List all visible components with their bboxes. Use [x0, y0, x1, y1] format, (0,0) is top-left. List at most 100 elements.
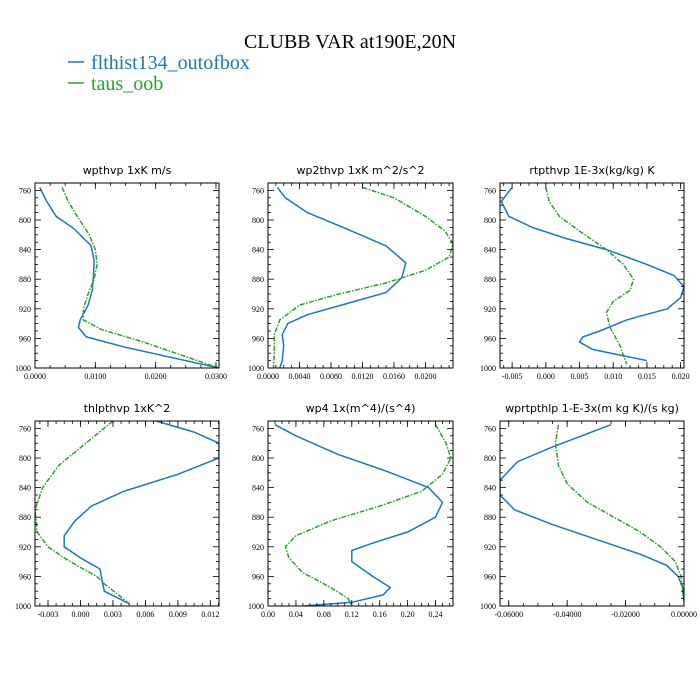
- x-tick-label: 0.0200: [414, 372, 436, 381]
- series-line-flthist134: [39, 187, 219, 368]
- x-tick-label: 0.0120: [351, 372, 373, 381]
- plot-frame: [267, 182, 454, 369]
- y-tick-label: 800: [19, 454, 31, 463]
- y-tick-label: 840: [19, 484, 31, 493]
- y-tick-label: 760: [19, 424, 31, 433]
- series-line-taus-oob: [545, 187, 635, 365]
- y-tick-label: 800: [252, 216, 264, 225]
- y-tick-label: 880: [19, 275, 31, 284]
- y-tick-label: 800: [252, 454, 264, 463]
- y-tick-label: 880: [252, 513, 264, 522]
- panel-title: thlpthvp 1xK^2: [84, 402, 171, 415]
- panel-4: thlpthvp 1xK^2 -0.003 0.000 0.003 0.006 0.009…: [15, 402, 220, 619]
- series-line-flthist134: [274, 424, 444, 606]
- y-tick-label: 920: [484, 305, 496, 314]
- plot-frame: [34, 182, 220, 369]
- x-tick-label: 0.005: [571, 372, 589, 381]
- panel-2: wp2thvp 1xK m^2/s^2 0.0000 0.0040 0.0080 0.0…: [248, 164, 454, 381]
- x-tick-label: 0.0000: [24, 372, 46, 381]
- panels-group: wpthvp 1xK m/s 0.0000 0.0100 0.0200 0.0300 76…: [15, 164, 697, 619]
- y-tick-label: 760: [252, 186, 264, 195]
- panel-5: wp4 1x(m^4)/(s^4) 0.00 0.04 0.08 0.12 0.16 0.2…: [248, 402, 454, 619]
- series-line-taus-oob: [61, 187, 219, 368]
- x-tick-label: 0.20: [401, 610, 415, 619]
- x-tick-label: 0.0080: [320, 372, 342, 381]
- y-tick-label: 920: [252, 305, 264, 314]
- legend-label-flthist134: flthist134_outofbox: [91, 52, 250, 74]
- x-tick-label: -0.06000: [494, 610, 523, 619]
- y-tick-label: 760: [19, 186, 31, 195]
- x-tick-label: 0.16: [373, 610, 387, 619]
- y-tick-label: 1000: [480, 364, 496, 373]
- y-tick-label: 960: [19, 572, 31, 581]
- y-tick-label: 840: [484, 246, 496, 255]
- x-tick-label: -0.04000: [553, 610, 582, 619]
- series-line-flthist134: [276, 186, 407, 368]
- x-tick-label: 0.003: [104, 610, 122, 619]
- y-tick-label: 880: [252, 275, 264, 284]
- x-tick-label: 0.12: [345, 610, 359, 619]
- legend: flthist134_outofbox taus_oob: [68, 52, 250, 95]
- x-tick-label: -0.005: [502, 372, 523, 381]
- panel-title: wprtpthlp 1-E-3x(m kg K)/(s kg): [505, 402, 679, 415]
- y-tick-label: 880: [484, 275, 496, 284]
- x-tick-label: 0.020: [672, 372, 690, 381]
- series-line-flthist134: [500, 423, 684, 603]
- x-tick-label: 0.009: [169, 610, 187, 619]
- series-line-taus-oob: [284, 424, 452, 606]
- panel-title: wpthvp 1xK m/s: [83, 164, 172, 177]
- y-tick-label: 920: [19, 543, 31, 552]
- y-tick-label: 1000: [15, 364, 31, 373]
- x-tick-label: 0.012: [201, 610, 219, 619]
- y-tick-label: 840: [484, 484, 496, 493]
- x-tick-label: -0.02000: [611, 610, 640, 619]
- plot-frame: [499, 182, 685, 369]
- x-tick-label: 0.0000: [257, 372, 279, 381]
- y-tick-label: 1000: [480, 602, 496, 611]
- x-tick-label: 0.04: [289, 610, 303, 619]
- y-tick-label: 920: [484, 543, 496, 552]
- x-tick-label: 0.0200: [145, 372, 167, 381]
- x-tick-label: 0.006: [136, 610, 154, 619]
- series-line-taus-oob: [272, 186, 453, 368]
- y-tick-label: 960: [252, 334, 264, 343]
- y-tick-label: 1000: [248, 364, 264, 373]
- x-tick-label: 0.000: [71, 610, 89, 619]
- panel-1: wpthvp 1xK m/s 0.0000 0.0100 0.0200 0.0300 76…: [15, 164, 227, 381]
- legend-label-taus-oob: taus_oob: [91, 73, 163, 95]
- panel-3: rtpthvp 1E-3x(kg/kg) K -0.005 0.000 0.005 0.…: [480, 164, 690, 381]
- plot-frame: [267, 420, 454, 607]
- x-tick-label: -0.003: [38, 610, 59, 619]
- y-tick-label: 960: [19, 334, 31, 343]
- series-line-taus-oob: [35, 421, 130, 605]
- y-tick-label: 920: [19, 305, 31, 314]
- y-tick-label: 1000: [248, 602, 264, 611]
- x-tick-label: 0.00: [261, 610, 275, 619]
- series-line-taus-oob: [554, 424, 684, 603]
- y-tick-label: 840: [252, 246, 264, 255]
- y-tick-label: 760: [484, 424, 496, 433]
- x-tick-label: 0.015: [638, 372, 656, 381]
- y-tick-label: 880: [19, 513, 31, 522]
- y-tick-label: 800: [484, 454, 496, 463]
- x-tick-label: 0.0160: [383, 372, 405, 381]
- panel-title: rtpthvp 1E-3x(kg/kg) K: [529, 164, 655, 177]
- x-tick-label: 0.0300: [205, 372, 227, 381]
- x-tick-label: 0.010: [604, 372, 622, 381]
- plot-frame: [499, 420, 685, 607]
- y-tick-label: 800: [19, 216, 31, 225]
- plot-frame: [34, 420, 220, 607]
- x-tick-label: 0.0100: [84, 372, 106, 381]
- x-tick-label: 0.000: [537, 372, 555, 381]
- y-tick-label: 1000: [15, 602, 31, 611]
- x-tick-label: 0.24: [429, 610, 443, 619]
- y-tick-label: 960: [484, 572, 496, 581]
- y-tick-label: 960: [484, 334, 496, 343]
- y-tick-label: 920: [252, 543, 264, 552]
- panel-title: wp2thvp 1xK m^2/s^2: [296, 164, 424, 177]
- y-tick-label: 760: [252, 424, 264, 433]
- x-tick-label: 0.0040: [288, 372, 310, 381]
- y-tick-label: 880: [484, 513, 496, 522]
- x-tick-label: 0.00000: [671, 610, 697, 619]
